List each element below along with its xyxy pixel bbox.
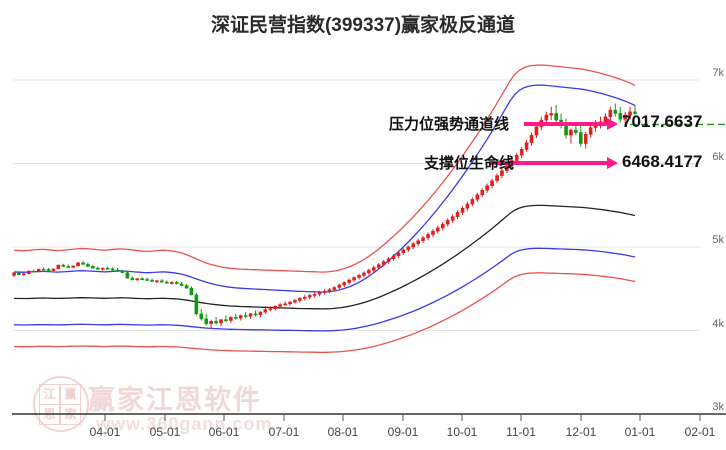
x-axis-tick-label: 12-01 bbox=[565, 425, 597, 439]
x-axis-tick-label: 09-01 bbox=[387, 425, 419, 439]
y-axis-tick-label: 4k bbox=[712, 317, 724, 330]
x-axis-tick-label: 11-01 bbox=[506, 425, 536, 439]
x-axis-tick-label: 02-01 bbox=[684, 425, 716, 439]
price-value-support: 6468.4177 bbox=[622, 152, 703, 171]
x-axis-tick-label: 06-01 bbox=[208, 425, 240, 439]
candlestick-series bbox=[12, 103, 637, 329]
arrow-resistance bbox=[524, 118, 618, 130]
x-axis-tick-label: 10-01 bbox=[446, 425, 478, 439]
price-value-resistance: 7017.6637 bbox=[622, 112, 703, 131]
lower-red-band bbox=[13, 272, 636, 354]
x-axis-tick-label: 08-01 bbox=[327, 425, 359, 439]
lower-blue-band bbox=[13, 247, 636, 332]
arrow-support bbox=[489, 157, 618, 169]
annotation-label-resistance: 压力位强势通道线 bbox=[389, 116, 510, 133]
axis-layer bbox=[12, 413, 726, 421]
upper-red-band bbox=[13, 64, 636, 273]
middle-black-line bbox=[13, 204, 636, 310]
series-layer bbox=[13, 64, 636, 354]
y-axis-tick-label: 5k bbox=[712, 234, 724, 247]
annotation-arrows bbox=[489, 118, 618, 169]
gridlines bbox=[12, 79, 700, 415]
x-axis-tick-label: 05-01 bbox=[149, 425, 181, 439]
y-axis-tick-label: 7k bbox=[712, 67, 724, 80]
page-title: 深证民营指数(399337)赢家极反通道 bbox=[210, 15, 516, 36]
upper-blue-band bbox=[13, 84, 636, 293]
x-axis-tick-label: 07-01 bbox=[268, 425, 300, 439]
annotation-label-support: 支撑位生命线 bbox=[424, 155, 515, 172]
y-axis-tick-label: 6k bbox=[712, 150, 724, 163]
y-axis-tick-label: 3k bbox=[712, 401, 724, 413]
x-axis-tick-label: 01-01 bbox=[624, 425, 656, 439]
x-axis-tick-label: 04-01 bbox=[89, 425, 121, 439]
